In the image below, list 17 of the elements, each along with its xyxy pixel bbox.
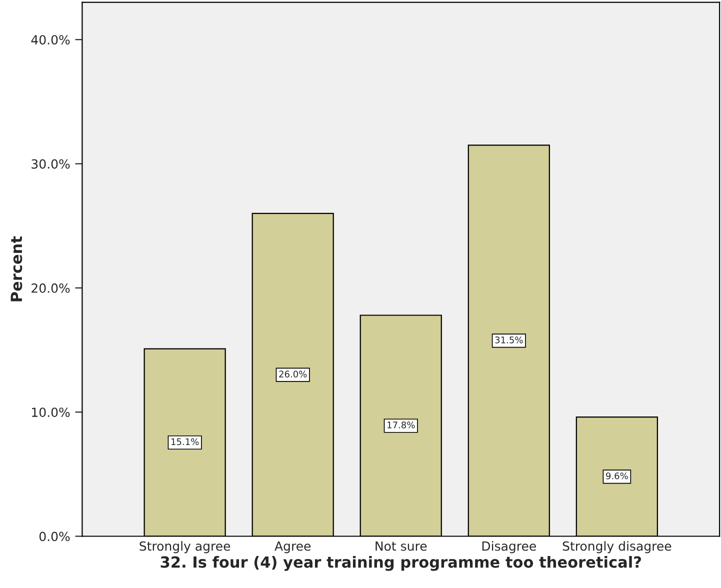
- x-tick-label: Strongly disagree: [562, 541, 672, 554]
- y-axis-title: Percent: [10, 236, 22, 302]
- x-tick-label: Strongly agree: [140, 541, 230, 554]
- y-tick-label: 10.0%: [32, 408, 70, 418]
- y-tick-label: 40.0%: [31, 35, 70, 45]
- x-tick-label: Agree: [274, 542, 311, 554]
- data-label: 31.5%: [495, 336, 523, 344]
- x-tick-label: Not sure: [376, 542, 427, 551]
- data-label: 17.8%: [388, 422, 415, 428]
- data-label: 15.1%: [171, 438, 199, 446]
- y-tick-label: 20.0%: [32, 283, 70, 293]
- y-tick-label: 0.0%: [39, 532, 70, 542]
- data-label: 9.6%: [606, 472, 628, 480]
- x-axis-title: 32. Is four (4) year training programme too theoretical?: [160, 556, 641, 571]
- x-tick-label: Disagree: [482, 541, 536, 554]
- y-tick-label: 30.0%: [32, 159, 70, 169]
- data-label: 26.0%: [279, 370, 307, 378]
